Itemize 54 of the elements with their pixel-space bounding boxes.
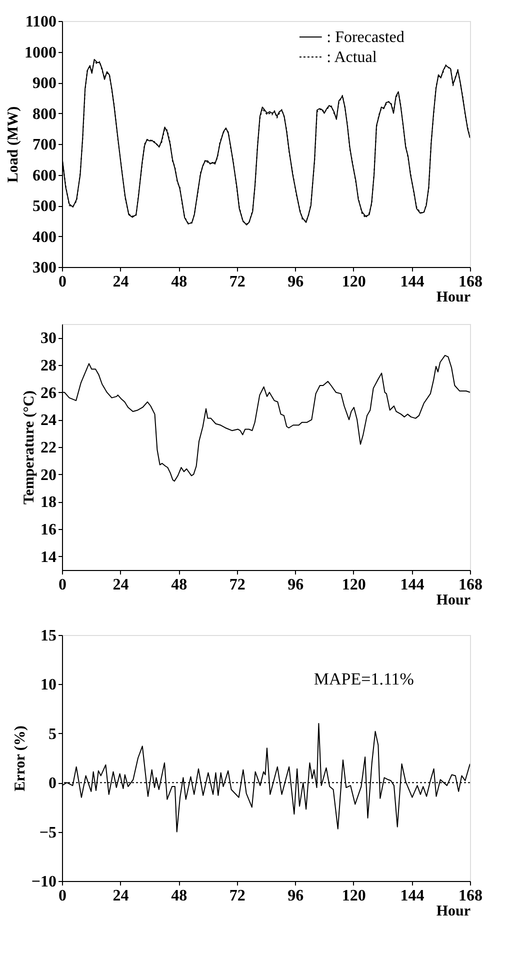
x-tick-label: 120 [342, 888, 366, 904]
x-tick-label: 144 [400, 888, 424, 904]
y-tick-label: 16 [40, 522, 56, 538]
y-tick-label: 26 [40, 384, 56, 402]
y-tick-label: 14 [40, 548, 56, 566]
x-tick-label: 96 [288, 274, 304, 290]
x-tick-label: 168 [458, 576, 482, 594]
x-axis-title: Hour [436, 290, 471, 306]
x-tick-label: 168 [458, 274, 482, 290]
x-tick-label: 120 [342, 576, 366, 594]
y-tick-label: 700 [32, 136, 56, 154]
y-axis-title: Load (MW) [6, 106, 22, 183]
x-tick-label: 120 [342, 274, 366, 290]
x-tick-label: 72 [229, 274, 246, 290]
x-tick-label: 96 [288, 888, 304, 904]
x-tick-label: 48 [171, 576, 188, 594]
y-tick-label: 24 [40, 412, 56, 430]
y-tick-label: 5 [48, 726, 56, 743]
y-tick-label: 22 [40, 440, 56, 456]
x-tick-label: 96 [288, 576, 304, 594]
y-axis-title: Error (%) [12, 726, 28, 792]
y-tick-label: 300 [32, 260, 56, 276]
y-tick-label: 900 [32, 75, 56, 92]
legend-label: : Actual [326, 49, 378, 66]
x-tick-label: 24 [112, 274, 129, 290]
y-tick-label: 30 [40, 330, 56, 348]
y-tick-label: 1100 [25, 14, 56, 30]
x-tick-label: 24 [112, 888, 129, 904]
y-tick-label: 10 [40, 676, 56, 694]
x-tick-label: 48 [171, 274, 188, 290]
y-tick-label: 20 [40, 466, 56, 484]
y-tick-label: 500 [32, 198, 56, 215]
y-tick-label: 600 [32, 167, 56, 184]
y-tick-label: −5 [39, 824, 56, 842]
y-axis-title: Temperature (°C) [22, 390, 38, 504]
x-tick-label: 168 [458, 888, 482, 904]
x-tick-label: 144 [400, 274, 424, 290]
x-axis-title: Hour [436, 592, 471, 608]
x-tick-label: 144 [400, 576, 424, 594]
y-tick-label: 400 [32, 228, 56, 246]
y-tick-label: 0 [48, 775, 56, 792]
x-tick-label: 24 [112, 576, 129, 594]
x-tick-label: 48 [171, 888, 188, 904]
y-tick-label: 28 [40, 358, 56, 374]
x-tick-label: 72 [229, 576, 246, 594]
y-tick-label: 18 [40, 494, 56, 512]
x-tick-label: 72 [229, 888, 246, 904]
x-axis-title: Hour [436, 904, 471, 920]
annotation: MAPE=1.11% [314, 669, 414, 688]
y-tick-label: 15 [40, 628, 56, 644]
y-tick-label: 800 [32, 106, 56, 123]
y-tick-label: 1000 [24, 44, 56, 62]
legend-label: : Forecasted [326, 29, 404, 46]
y-tick-label: −10 [31, 874, 56, 890]
